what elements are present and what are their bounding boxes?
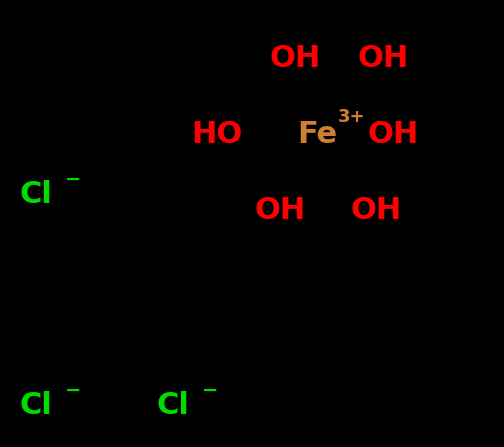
Text: HO: HO xyxy=(192,120,243,148)
Text: OH: OH xyxy=(368,120,419,148)
Text: OH: OH xyxy=(358,44,409,72)
Text: 3+: 3+ xyxy=(338,108,365,126)
Text: OH: OH xyxy=(255,196,306,224)
Text: Cl: Cl xyxy=(19,391,52,420)
Text: −: − xyxy=(202,381,218,400)
Text: Cl: Cl xyxy=(19,180,52,209)
Text: −: − xyxy=(65,381,81,400)
Text: Fe: Fe xyxy=(297,120,338,148)
Text: OH: OH xyxy=(270,44,321,72)
Text: −: − xyxy=(65,170,81,189)
Text: Cl: Cl xyxy=(156,391,189,420)
Text: OH: OH xyxy=(350,196,402,224)
